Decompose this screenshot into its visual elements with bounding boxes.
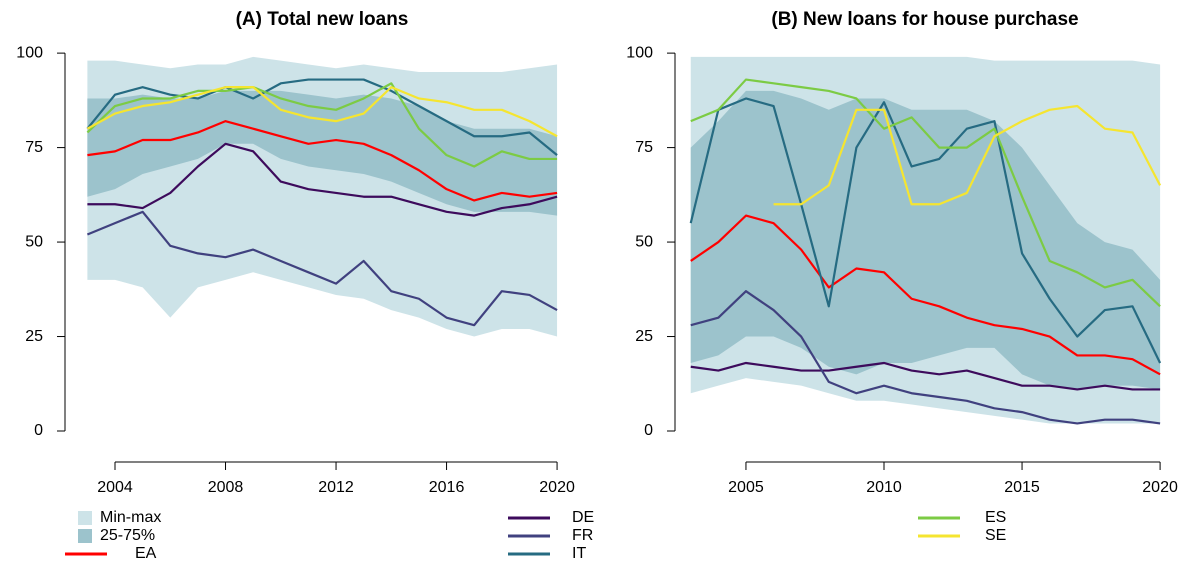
x-tick-label: 2015 [1004,479,1040,496]
y-tick-label: 75 [25,139,43,156]
legend-label: IT [572,545,586,562]
legend-label: ES [985,509,1006,526]
series-line [86,86,558,138]
series-line [690,290,1161,425]
y-tick-label: 0 [34,422,43,439]
series-line [87,120,558,202]
series-line [689,97,1162,364]
legend-label: DE [572,509,594,526]
legend-label: SE [985,527,1006,544]
legend-swatch [78,511,92,525]
x-tick-label: 2004 [97,479,133,496]
y-tick-label: 50 [635,233,653,250]
x-tick-label: 2020 [1142,479,1178,496]
series-line [86,78,558,156]
x-tick-label: 2020 [539,479,575,496]
x-tick-label: 2008 [208,479,244,496]
x-tick-label: 2016 [429,479,465,496]
legend-label: Min-max [100,509,161,526]
band-area [690,90,1161,390]
x-tick-label: 2010 [866,479,902,496]
y-tick-label: 100 [16,44,43,61]
y-tick-label: 0 [644,422,653,439]
legend-label: EA [135,545,157,562]
y-tick-label: 50 [25,233,43,250]
series-line [690,361,1161,391]
series-line [86,82,558,168]
chart-title: (B) New loans for house purchase [771,9,1078,30]
y-tick-label: 75 [635,139,653,156]
x-tick-label: 2012 [318,479,354,496]
chart-title: (A) Total new loans [236,9,409,30]
series-line [87,142,558,217]
y-tick-label: 25 [25,328,43,345]
series-line [86,210,558,327]
y-tick-label: 25 [635,328,653,345]
x-tick-label: 2005 [728,479,764,496]
y-tick-label: 100 [626,44,653,61]
series-line [773,104,1162,206]
legend-label: 25-75% [100,527,155,544]
legend-label: FR [572,527,593,544]
series-line [690,214,1161,376]
legend-swatch [78,529,92,543]
series-line [690,78,1161,308]
